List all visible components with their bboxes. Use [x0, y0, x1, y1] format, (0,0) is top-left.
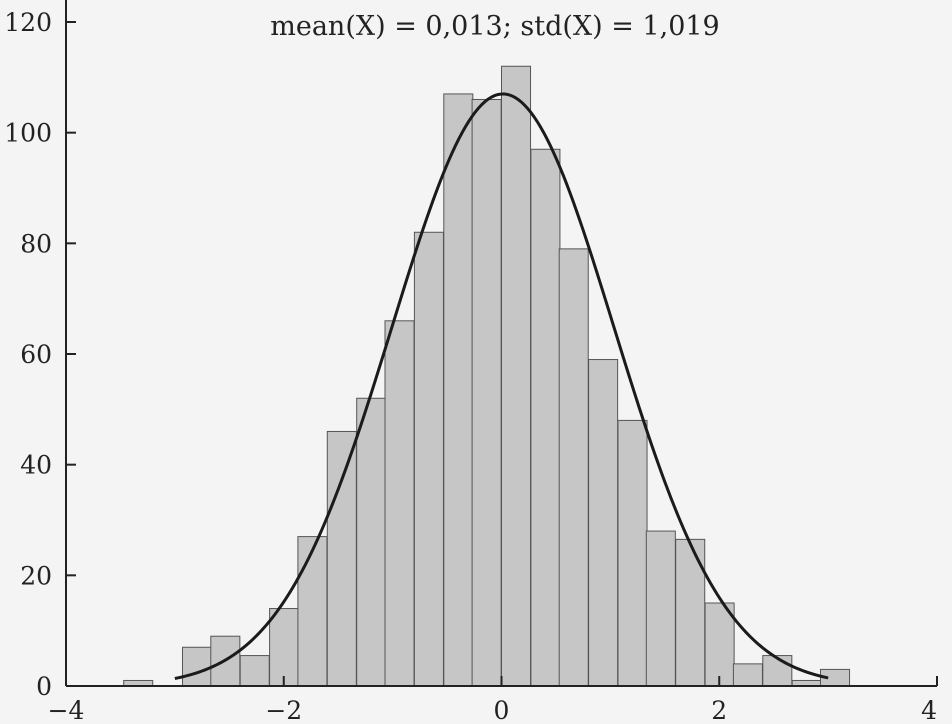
histogram-bar	[443, 93, 474, 687]
histogram-bar	[762, 655, 793, 687]
y-tick-label: 120	[4, 8, 52, 37]
y-tick-label: 60	[20, 340, 52, 369]
histogram-bar	[181, 646, 213, 687]
histogram-bar	[239, 655, 270, 687]
y-tick-label: 80	[20, 229, 52, 258]
x-tick-label: 0	[494, 696, 510, 724]
histogram-bar	[471, 98, 502, 687]
chart-title: mean(X) = 0,013; std(X) = 1,019	[270, 11, 719, 42]
histogram-bar	[269, 608, 300, 687]
normal-fit-curve	[174, 92, 829, 680]
histogram-bar	[588, 359, 619, 687]
x-tick-label: −4	[48, 696, 85, 724]
histogram-bar	[297, 536, 328, 687]
y-tick-label: 0	[36, 672, 52, 701]
histogram-bar	[617, 419, 648, 687]
histogram-bar	[732, 663, 763, 687]
histogram-bar	[501, 65, 532, 687]
x-tick-label: 4	[921, 696, 937, 724]
histogram-bar	[356, 397, 387, 687]
y-tick-label: 100	[4, 119, 52, 148]
histogram-bar	[558, 248, 589, 687]
histogram-bar	[384, 320, 415, 687]
x-axis-ticks: −4 −2 0 2 4	[48, 676, 938, 724]
y-axis-ticks: 0 20 40 60 80 100 120	[4, 8, 76, 701]
histogram-bar	[530, 148, 561, 687]
histogram-bar	[413, 231, 444, 687]
x-tick-label: 2	[711, 696, 727, 724]
histogram-bar	[645, 530, 676, 687]
x-tick-label: −2	[265, 696, 302, 724]
y-tick-label: 40	[20, 451, 52, 480]
histogram-bar	[326, 430, 357, 687]
y-tick-label: 20	[20, 561, 52, 590]
histogram-bars	[123, 65, 851, 687]
histogram-bar	[704, 602, 735, 687]
